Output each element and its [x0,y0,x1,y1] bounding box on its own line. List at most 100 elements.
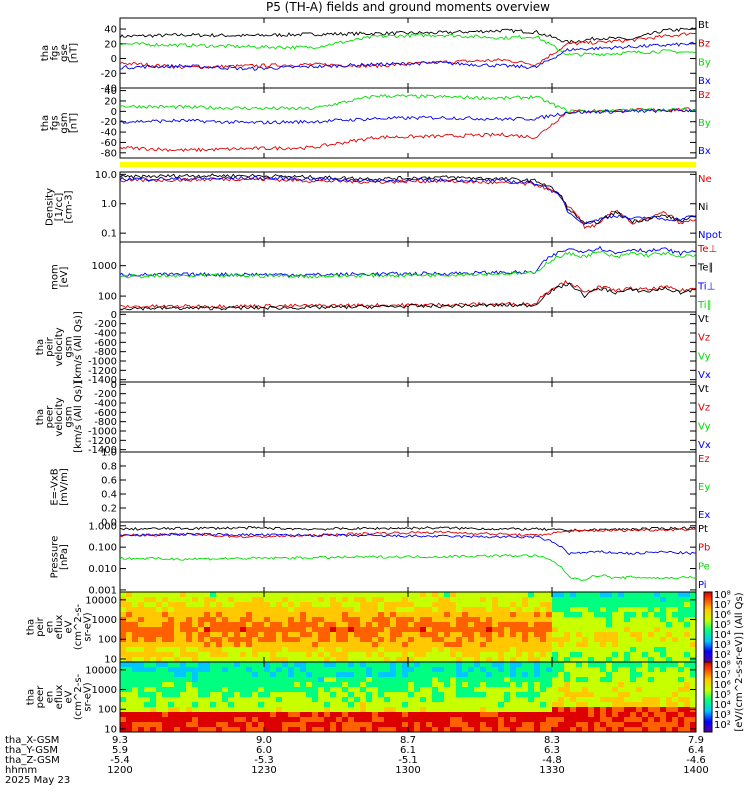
spectrogram-cell [582,602,589,608]
spectrogram-cell [324,692,331,698]
spectrogram-cell [390,637,397,643]
spectrogram-cell [156,697,163,703]
spectrogram-cell [240,712,247,718]
spectrogram-cell [456,662,463,668]
legend-entry: Pi [698,580,707,591]
spectrogram-cell [294,727,301,733]
spectrogram-cell [546,682,553,688]
spectrogram-cell [282,657,289,663]
spectrogram-cell [264,652,271,658]
spectrogram-cell [396,642,403,648]
spectrogram-cell [474,637,481,643]
spectrogram-cell [402,667,409,673]
spectrogram-cell [450,692,457,698]
spectrogram-cell [246,697,253,703]
spectrogram-cell [450,707,457,713]
spectrogram-cell [546,672,553,678]
spectrogram-cell [426,687,433,693]
spectrogram-cell [540,722,547,728]
spectrogram-cell [330,607,337,613]
spectrogram-cell [606,617,613,623]
spectrogram-cell [594,647,601,653]
spectrogram-cell [360,687,367,693]
spectrogram-cell [126,597,133,603]
spectrogram-cell [498,637,505,643]
spectrogram-cell [360,662,367,668]
y-axis-label: gsm [64,406,75,427]
spectrogram-cell [486,642,493,648]
spectrogram-cell [306,592,313,598]
spectrogram-cell [456,727,463,733]
spectrogram-cell [480,607,487,613]
spectrogram-cell [126,652,133,658]
y-axis-label: fgs [49,45,60,60]
spectrogram-cell [486,692,493,698]
spectrogram-cell [300,662,307,668]
y-tick-label: -60 [101,138,117,149]
spectrogram-cell [516,652,523,658]
spectrogram-cell [360,657,367,663]
y-tick-label: 1.000 [88,521,117,532]
spectrogram-cell [444,677,451,683]
spectrogram-cell [186,597,193,603]
spectrogram-cell [342,597,349,603]
spectrogram-cell [354,702,361,708]
spectrogram-cell [240,697,247,703]
spectrogram-cell [294,687,301,693]
spectrogram-cell [402,687,409,693]
spectrogram-cell [690,677,697,683]
spectrogram-cell [684,672,691,678]
spectrogram-cell [636,687,643,693]
spectrogram-cell [426,597,433,603]
colorbar-tick-label: 10⁸ [714,660,731,671]
spectrogram-cell [594,667,601,673]
spectrogram-cell [366,697,373,703]
legend-entry: Vy [698,421,711,432]
spectrogram-cell [288,607,295,613]
spectrogram-cell [390,657,397,663]
spectrogram-cell [630,652,637,658]
spectrogram-cell [606,687,613,693]
spectrogram-cell [546,637,553,643]
spectrogram-cell [132,662,139,668]
y-axis-label: eflux [54,615,65,640]
spectrogram-cell [420,617,427,623]
spectrogram-cell [660,662,667,668]
spectrogram-cell [426,607,433,613]
x-row-label: hhmm [5,765,37,776]
spectrogram-cell [366,717,373,723]
spectrogram-cell [630,627,637,633]
spectrogram-cell [444,727,451,733]
spectrogram-cell [618,682,625,688]
spectrogram-cell [690,697,697,703]
spectrogram-cell [222,677,229,683]
spectrogram-cell [504,702,511,708]
spectrogram-cell [564,672,571,678]
spectrogram-cell [534,612,541,618]
spectrogram-cell [312,692,319,698]
spectrogram-cell [684,687,691,693]
spectrogram-cell [174,617,181,623]
spectrogram-cell [138,722,145,728]
spectrogram-cell [336,677,343,683]
spectrogram-cell [504,652,511,658]
spectrogram-cell [468,702,475,708]
spectrogram-cell [462,622,469,628]
spectrogram-cell [414,642,421,648]
spectrogram-cell [420,642,427,648]
spectrogram-cell [210,722,217,728]
series-line [119,251,697,279]
spectrogram-cell [654,717,661,723]
y-tick-label: 100 [98,635,117,646]
spectrogram-cell [438,717,445,723]
spectrogram-cell [654,632,661,638]
spectrogram-cell [378,682,385,688]
spectrogram-cell [402,712,409,718]
spectrogram-cell [180,627,187,633]
spectrogram-cell [198,597,205,603]
spectrogram-cell [372,682,379,688]
spectrogram-cell [156,592,163,598]
spectrogram-cell [174,702,181,708]
spectrogram-cell [480,632,487,638]
spectrogram-cell [348,622,355,628]
